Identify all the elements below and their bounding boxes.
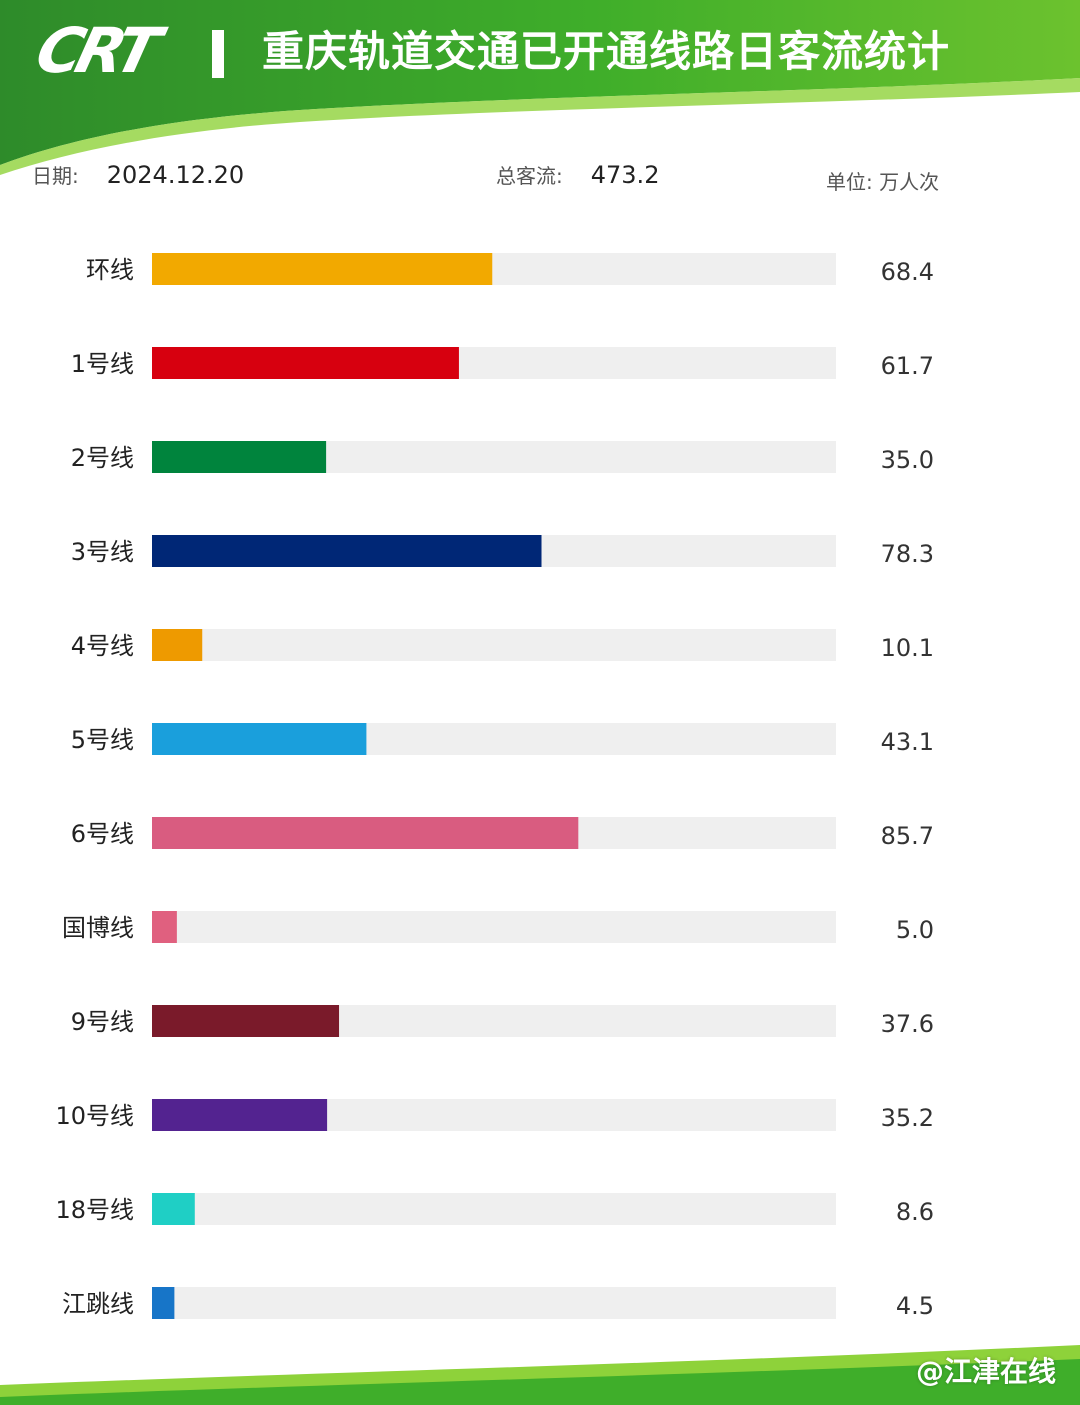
bar-track <box>152 1287 836 1319</box>
category-label: 18号线 <box>55 1196 134 1224</box>
value-label: 78.3 <box>881 540 934 568</box>
value-label: 8.6 <box>896 1198 934 1226</box>
bar-track <box>152 629 836 661</box>
value-label: 43.1 <box>881 728 934 756</box>
title-separator <box>212 30 224 78</box>
category-label: 江跳线 <box>62 1290 134 1318</box>
value-label: 5.0 <box>896 916 934 944</box>
value-label: 35.0 <box>881 446 934 474</box>
bar-9 <box>152 1005 340 1037</box>
unit-label: 单位: 万人次 <box>826 170 940 194</box>
bar-11 <box>152 1193 195 1225</box>
value-label: 35.2 <box>881 1104 934 1132</box>
value-label: 4.5 <box>896 1292 934 1320</box>
bar-12 <box>152 1287 175 1319</box>
header-banner: CRT 重庆轨道交通已开通线路日客流统计 <box>0 0 1080 175</box>
bar-6 <box>152 723 367 755</box>
category-label: 1号线 <box>71 350 134 378</box>
footer-banner <box>0 1345 1080 1405</box>
value-label: 68.4 <box>881 258 934 286</box>
bar-track <box>152 911 836 943</box>
bar-4 <box>152 535 542 567</box>
bar-track <box>152 1193 836 1225</box>
bar-1 <box>152 253 493 285</box>
value-label: 37.6 <box>881 1010 934 1038</box>
total-value: 473.2 <box>590 161 660 189</box>
watermark: @江津在线 <box>915 1355 1056 1388</box>
category-label: 3号线 <box>71 538 134 566</box>
bar-7 <box>152 817 579 849</box>
value-label: 61.7 <box>881 352 934 380</box>
bar-3 <box>152 441 327 473</box>
category-label: 环线 <box>86 256 134 284</box>
date-value: 2024.12.20 <box>106 161 245 189</box>
category-label: 国博线 <box>62 914 134 942</box>
bar-8 <box>152 911 177 943</box>
category-label: 10号线 <box>55 1102 134 1130</box>
category-label: 4号线 <box>71 632 134 660</box>
category-label: 6号线 <box>71 820 134 848</box>
category-label: 5号线 <box>71 726 134 754</box>
bar-5 <box>152 629 203 661</box>
value-label: 85.7 <box>881 822 934 850</box>
total-info: 总客流: 473.2 <box>496 160 659 189</box>
date-info: 日期: 2024.12.20 <box>32 160 244 189</box>
bar-2 <box>152 347 459 379</box>
banner-background <box>0 0 1080 175</box>
value-label: 10.1 <box>881 634 934 662</box>
bar-10 <box>152 1099 328 1131</box>
category-label: 9号线 <box>71 1008 134 1036</box>
date-label: 日期: <box>32 164 79 188</box>
category-label: 2号线 <box>71 444 134 472</box>
page-title: 重庆轨道交通已开通线路日客流统计 <box>262 27 951 76</box>
total-label: 总客流: <box>496 164 563 188</box>
